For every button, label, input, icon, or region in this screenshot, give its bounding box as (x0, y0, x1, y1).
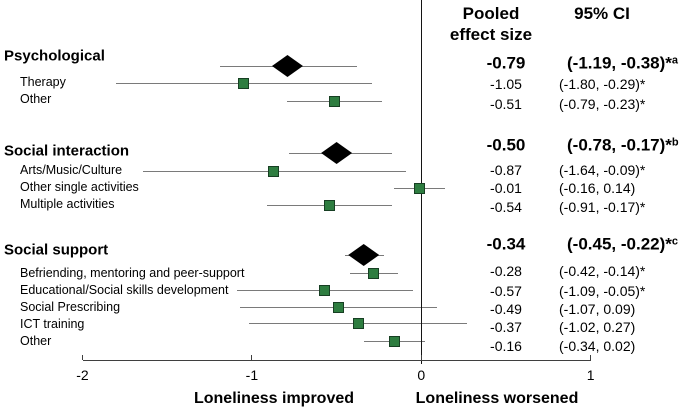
ci-value-text: (-0.78, -0.17)* (567, 135, 672, 155)
x-axis-right-direction-label: Loneliness worsened (415, 390, 579, 407)
significance-superscript: c (671, 235, 679, 248)
ci-value: (-0.79, -0.23)* (559, 97, 645, 111)
effect-size-value: -0.49 (490, 301, 522, 317)
x-axis-tick-label: -2 (76, 367, 89, 383)
ci-value: (-1.80, -0.29)* (559, 77, 645, 91)
effect-size-value: -0.79 (486, 53, 526, 73)
study-label: Social Prescribing (20, 299, 121, 314)
study-effect-marker (268, 165, 280, 177)
study-label: Other single activities (20, 179, 139, 194)
study-label: Therapy (20, 74, 66, 89)
study-effect-marker (388, 335, 400, 347)
summary-diamond-marker (271, 55, 303, 77)
study-effect-marker (414, 182, 426, 194)
study-effect-marker (332, 301, 344, 313)
ci-value-text: (-0.79, -0.23)* (559, 96, 646, 112)
x-axis-left-direction-label: Loneliness improved (193, 390, 355, 407)
significance-superscript: b (671, 136, 679, 149)
study-label: Multiple activities (20, 196, 115, 211)
study-label: ICT training (20, 316, 85, 331)
ci-value: (-0.42, -0.14)* (559, 264, 645, 278)
ci-value-text: (-1.02, 0.27) (559, 319, 636, 335)
zero-reference-line (420, 0, 423, 364)
ci-value: (-1.19, -0.38)*a (567, 55, 678, 72)
ci-value: (-0.91, -0.17)* (559, 200, 645, 214)
ci-value-text: (-0.42, -0.14)* (559, 263, 646, 279)
effect-size-value: -0.16 (490, 338, 522, 354)
ci-value-text: (-1.09, -0.05)* (559, 283, 646, 299)
effect-size-value: -0.37 (490, 319, 522, 335)
ci-value-text: (-0.45, -0.22)* (567, 234, 672, 254)
ci-column-header: 95% CI (574, 4, 630, 23)
effect-size-value: -0.01 (490, 180, 522, 196)
ci-value-text: (-0.34, 0.02) (559, 338, 636, 354)
pooled-header-line2: effect size (449, 25, 533, 44)
ci-value: (-0.16, 0.14) (559, 181, 635, 195)
study-effect-marker (319, 284, 331, 296)
ci-value-text: (-1.80, -0.29)* (559, 76, 646, 92)
effect-size-value: -0.87 (490, 162, 522, 178)
effect-size-value: -1.05 (490, 76, 522, 92)
ci-value: (-0.78, -0.17)*b (567, 137, 679, 154)
ci-value-text: (-0.91, -0.17)* (559, 199, 646, 215)
study-label: Arts/Music/Culture (20, 162, 123, 177)
study-effect-marker (368, 267, 380, 279)
study-label: Other (20, 333, 52, 348)
study-effect-marker (237, 77, 249, 89)
group-heading-label: Social interaction (4, 142, 130, 160)
study-label: Educational/Social skills development (20, 282, 229, 297)
x-axis-tick-label: 1 (586, 367, 595, 383)
study-effect-marker (329, 95, 341, 107)
pooled-header-line1: Pooled (462, 4, 520, 23)
study-effect-marker (324, 199, 336, 211)
pooled-effect-size-column-header: Pooled effect size (450, 3, 532, 45)
ci-value: (-0.34, 0.02) (559, 339, 635, 353)
summary-diamond-marker (321, 142, 353, 164)
x-axis-tick (82, 355, 83, 360)
x-axis-tick-label: -1 (245, 367, 259, 383)
x-axis-tick (251, 355, 253, 360)
ci-value-text: (-1.07, 0.09) (559, 301, 636, 317)
effect-size-value: -0.34 (486, 234, 526, 254)
significance-superscript: a (671, 54, 679, 67)
ci-value-text: (-1.19, -0.38)* (567, 53, 672, 73)
ci-value: (-1.64, -0.09)* (559, 163, 645, 177)
group-heading-label: Psychological (4, 47, 105, 65)
ci-value: (-1.09, -0.05)* (559, 284, 645, 298)
ci-value: (-1.07, 0.09) (559, 302, 635, 316)
study-effect-marker (353, 317, 365, 329)
effect-size-value: -0.54 (490, 199, 522, 215)
ci-value-text: (-1.64, -0.09)* (559, 162, 646, 178)
effect-size-value: -0.57 (490, 283, 522, 299)
study-label: Befriending, mentoring and peer-support (20, 265, 245, 280)
summary-diamond-marker (348, 244, 380, 266)
effect-size-value: -0.51 (490, 96, 522, 112)
effect-size-value: -0.28 (490, 263, 522, 279)
x-axis-tick (420, 355, 422, 360)
ci-value-text: (-0.16, 0.14) (559, 180, 636, 196)
effect-size-value: -0.50 (486, 135, 526, 155)
study-label: Other (20, 91, 52, 106)
ci-value: (-0.45, -0.22)*c (567, 236, 678, 253)
group-heading-label: Social support (4, 241, 109, 259)
x-axis-line (82, 360, 591, 361)
ci-value: (-1.02, 0.27) (559, 320, 635, 334)
x-axis-tick-label: 0 (417, 367, 426, 383)
x-axis-tick (590, 355, 592, 360)
